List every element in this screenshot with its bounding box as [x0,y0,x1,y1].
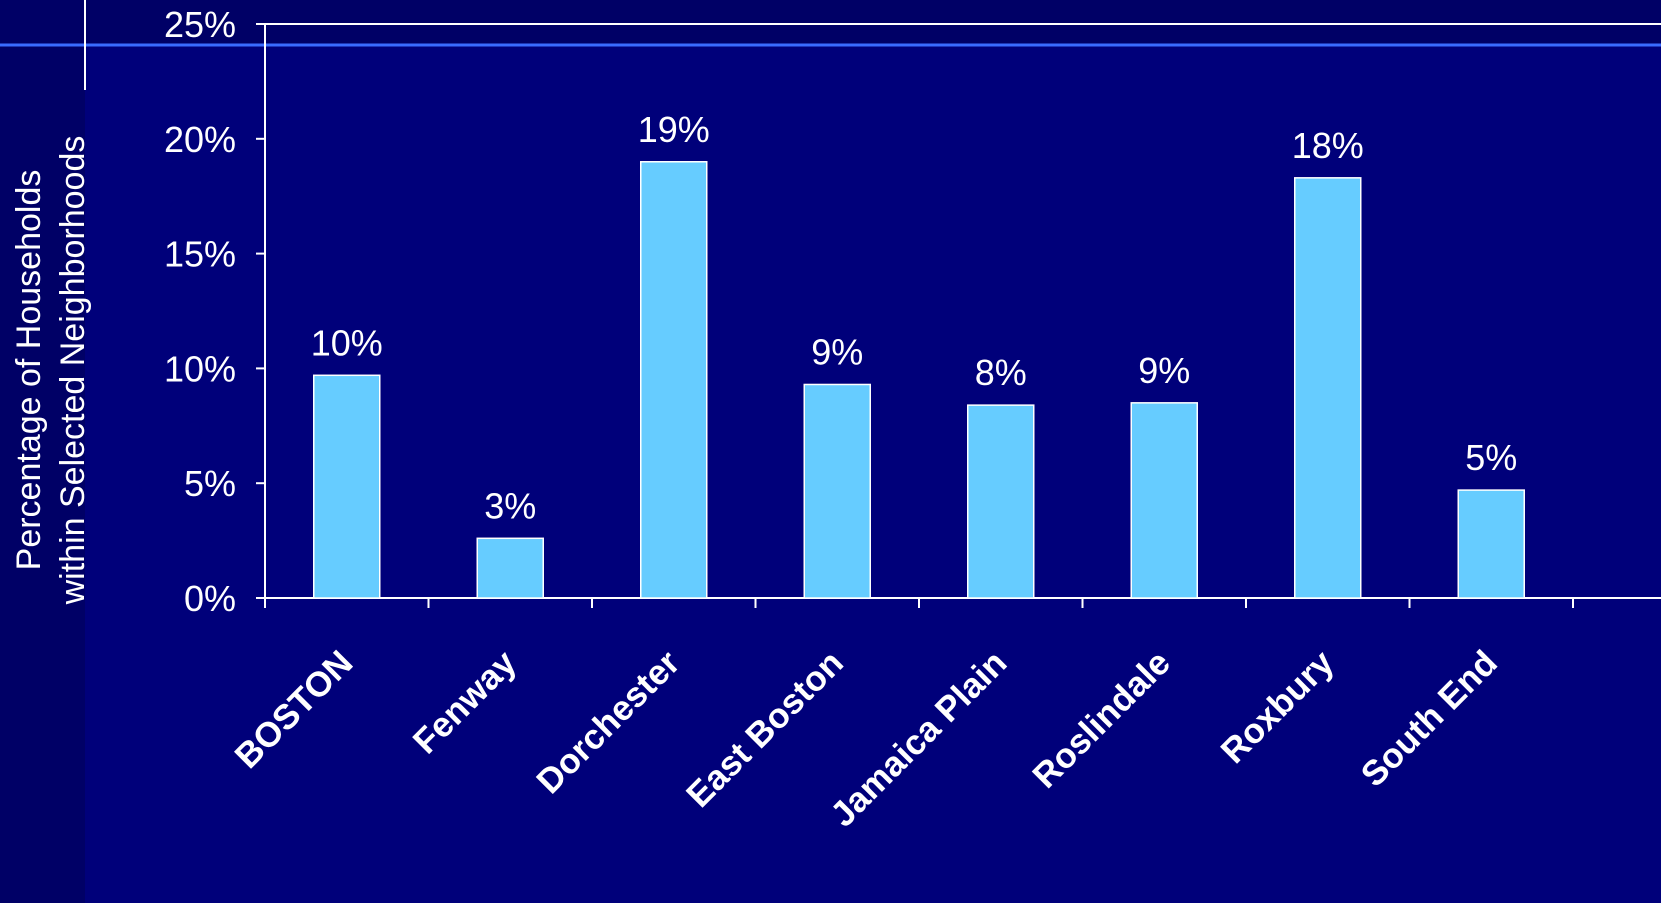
y-tick-label: 15% [164,234,236,275]
data-label: 10% [311,322,383,363]
data-label: 8% [975,352,1027,393]
category-label: Roslindale [1025,643,1178,796]
data-label: 9% [811,331,863,372]
plot-area: 0% 5% 10% 15% 20% 25% 10% BOSTON 3% Fenway 19% Dorc… [164,4,1661,834]
category-label: Fenway [406,643,525,762]
bar-roslindale [1130,402,1198,599]
bar-roxbury [1294,177,1362,599]
y-axis-title-line-2: within Selected Neighborhoods [54,136,92,606]
bar-jamaica-plain [967,404,1035,599]
category-label: BOSTON [227,643,360,776]
y-tick-label: 25% [164,4,236,45]
category-label: East Boston [679,643,851,815]
y-tick-label: 10% [164,348,236,389]
left-band [0,0,85,903]
bar-south-end [1457,489,1525,599]
y-tick-label: 20% [164,119,236,160]
category-label: Jamaica Plain [823,643,1014,834]
bar-boston [313,374,381,599]
y-tick-label: 0% [184,578,236,619]
bar-dorchester [640,161,708,599]
data-label: 19% [638,109,710,150]
data-label: 3% [484,485,536,526]
data-label: 18% [1292,125,1364,166]
bar-east-boston [803,383,871,599]
category-label: South End [1354,643,1505,794]
top-band [85,0,1661,45]
category-label: Roxbury [1213,643,1341,771]
data-label: 5% [1465,437,1517,478]
y-tick-label: 5% [184,463,236,504]
bar-fenway [476,537,544,599]
y-axis-title-line-1: Percentage of Households [10,170,48,571]
category-label: Dorchester [529,643,688,802]
data-label: 9% [1138,350,1190,391]
